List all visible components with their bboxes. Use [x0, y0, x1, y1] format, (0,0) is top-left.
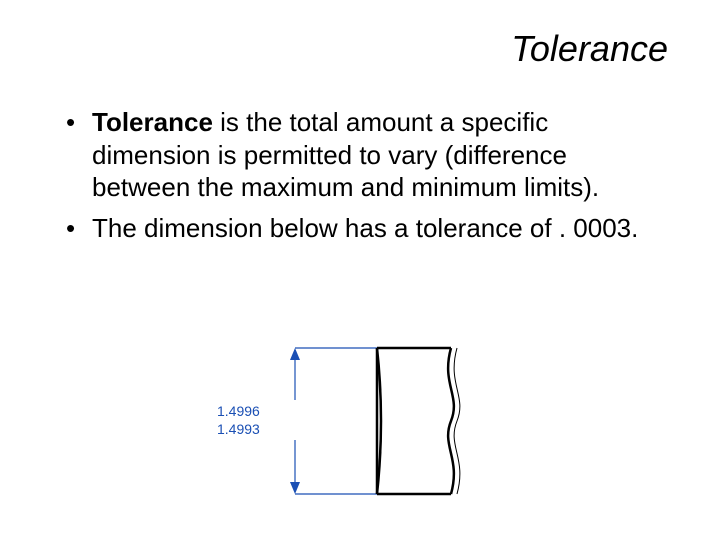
bullet-list: Tolerance is the total amount a specific… [60, 106, 660, 244]
lower-limit-text: 1.4993 [217, 421, 260, 437]
slide-title: Tolerance [511, 28, 668, 70]
bullet-item: The dimension below has a tolerance of .… [60, 212, 660, 245]
slide-body: Tolerance is the total amount a specific… [60, 106, 660, 252]
dimension-figure: 1.4996 1.4993 [217, 336, 497, 506]
bullet-text: The dimension below has a tolerance of [92, 213, 559, 243]
tolerance-value: . 0003 [559, 213, 631, 243]
bullet-bold: Tolerance [92, 107, 213, 137]
arrowhead-top [290, 348, 300, 360]
part-break-line-1 [448, 348, 454, 494]
bullet-item: Tolerance is the total amount a specific… [60, 106, 660, 204]
slide: Tolerance Tolerance is the total amount … [0, 0, 720, 540]
upper-limit-text: 1.4996 [217, 403, 260, 419]
figure-svg: 1.4996 1.4993 [217, 336, 497, 506]
arrowhead-bottom [290, 482, 300, 494]
bullet-text: . [631, 213, 638, 243]
